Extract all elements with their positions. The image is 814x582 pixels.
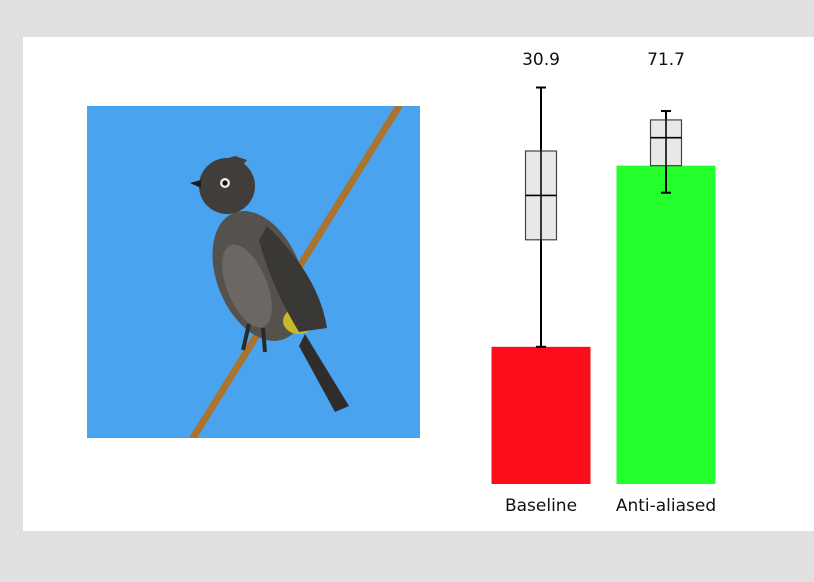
bird-on-branch-icon: [190, 156, 349, 412]
bar-1: [616, 165, 716, 484]
category-label-0: Baseline: [505, 496, 577, 516]
bar-chart: 30.9 71.7 Baseline Anti-aliased: [491, 50, 716, 516]
value-label-0: 30.9: [522, 50, 560, 70]
category-label-1: Anti-aliased: [616, 496, 716, 516]
bird-photo: [87, 106, 420, 438]
bar-0: [491, 346, 591, 484]
value-label-1: 71.7: [647, 50, 685, 70]
